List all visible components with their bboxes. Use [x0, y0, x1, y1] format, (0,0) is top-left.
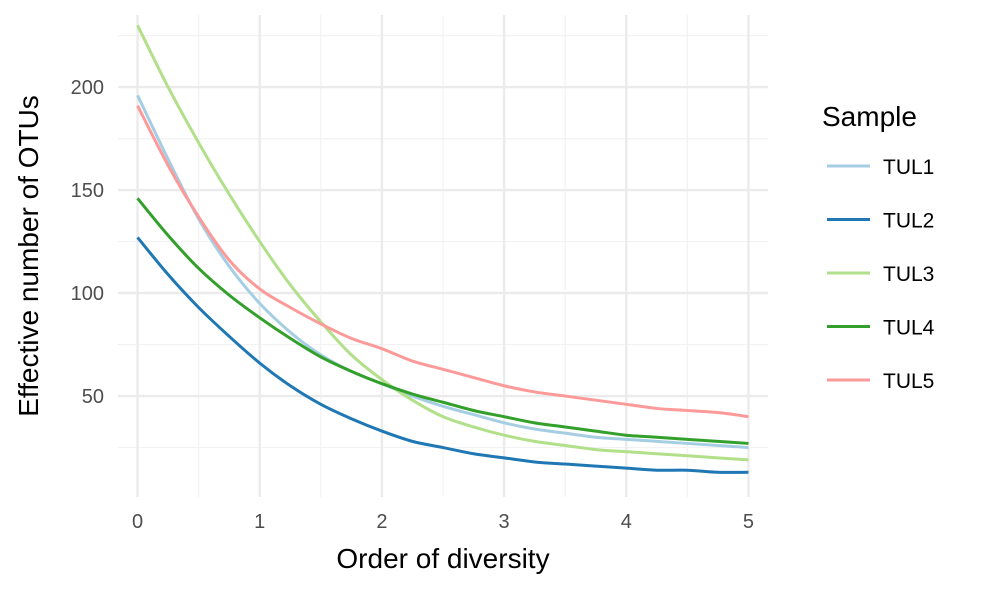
x-tick-label: 3 — [499, 511, 510, 533]
y-axis-title: Effective number of OTUs — [13, 95, 44, 417]
legend-items: TUL1 TUL2 TUL3 TUL4 TUL5 — [827, 156, 935, 393]
series-line-tul2 — [136, 236, 749, 474]
legend: Sample TUL1 TUL2 TUL3 TUL4 TUL5 — [822, 101, 935, 393]
y-tick-label: 100 — [71, 283, 104, 305]
legend-label: TUL3 — [883, 263, 934, 286]
y-tick-label: 150 — [71, 180, 104, 202]
legend-item-tul3: TUL3 — [827, 263, 934, 286]
series-line-tul3 — [136, 24, 749, 462]
series-line-tul1 — [136, 94, 749, 450]
x-tick-label: 1 — [254, 511, 265, 533]
legend-item-tul1: TUL1 — [827, 156, 934, 179]
x-tick-label: 0 — [132, 511, 143, 533]
legend-label: TUL1 — [883, 156, 934, 179]
x-tick-labels: 0 1 2 3 4 5 — [132, 511, 754, 533]
legend-label: TUL4 — [883, 317, 935, 340]
legend-item-tul5: TUL5 — [827, 370, 934, 393]
legend-label: TUL5 — [883, 370, 934, 393]
series-line-tul4 — [136, 197, 749, 445]
legend-item-tul2: TUL2 — [827, 210, 934, 233]
legend-item-tul4: TUL4 — [827, 317, 935, 340]
x-tick-label: 2 — [376, 511, 387, 533]
plot-panel — [118, 15, 768, 497]
series-line-tul5 — [136, 104, 749, 419]
y-tick-label: 50 — [82, 386, 104, 408]
x-axis-title: Order of diversity — [336, 543, 549, 574]
x-tick-label: 4 — [621, 511, 632, 533]
y-tick-label: 200 — [71, 77, 104, 99]
legend-title: Sample — [822, 101, 917, 132]
legend-label: TUL2 — [883, 210, 934, 233]
y-tick-labels: 50 100 150 200 — [71, 77, 104, 408]
series-lines — [136, 24, 749, 474]
x-tick-label: 5 — [743, 511, 754, 533]
